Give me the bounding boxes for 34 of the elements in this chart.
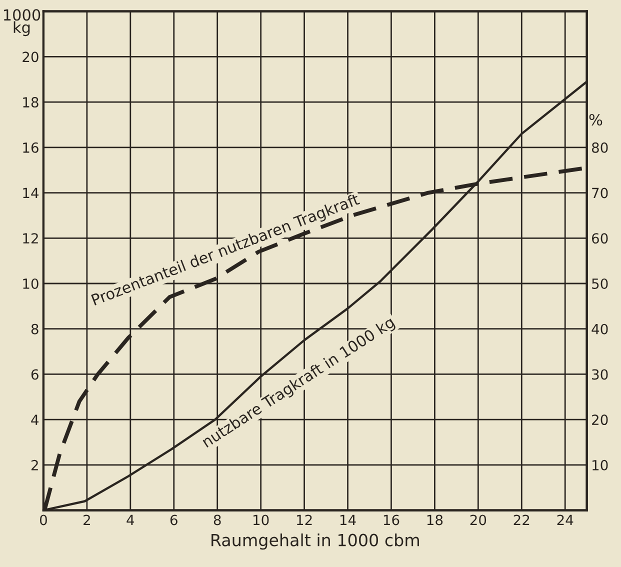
x-tick-label: 22 [514, 514, 530, 526]
y2-tick-label: 10 [592, 460, 608, 470]
x-tick-label: 8 [214, 514, 221, 526]
y-tick-label: 2 [31, 460, 38, 470]
x-tick-label: 16 [384, 514, 400, 526]
x-tick-label: 24 [557, 514, 574, 526]
y2-tick-label: 80 [592, 142, 608, 153]
y-tick-label: 4 [31, 414, 39, 425]
y-tick-label: 16 [23, 142, 38, 153]
x-tick-label: 2 [84, 514, 90, 526]
y-axis-title: 1000 kg [4, 9, 40, 36]
y2-tick-label: 60 [592, 233, 608, 244]
x-tick-label: 6 [170, 514, 178, 526]
y2-tick-label: 20 [592, 414, 608, 426]
y-tick-label: 12 [23, 233, 38, 244]
x-tick-label: 4 [126, 514, 134, 526]
y2-axis-title: % [589, 114, 602, 126]
x-tick-label: 0 [40, 514, 47, 526]
y-tick-label: 6 [31, 369, 38, 380]
y2-tick-label: 30 [592, 369, 608, 380]
x-tick-label: 12 [296, 514, 312, 526]
x-tick-label: 20 [470, 514, 486, 526]
y2-tick-label: 50 [592, 278, 608, 289]
y-tick-label: 18 [23, 97, 38, 108]
y-tick-label: 14 [23, 188, 39, 198]
x-axis-title: Raumgehalt in 1000 cbm [212, 533, 419, 550]
x-tick-label: 14 [340, 514, 356, 526]
x-tick-label: 10 [254, 514, 269, 526]
x-tick-label: 18 [427, 514, 443, 526]
y2-tick-label: 70 [592, 188, 608, 198]
y-tick-label: 20 [22, 52, 38, 62]
y-tick-label: 8 [31, 324, 38, 334]
y2-tick-label: 40 [592, 324, 608, 334]
y-tick-label: 10 [23, 278, 38, 289]
